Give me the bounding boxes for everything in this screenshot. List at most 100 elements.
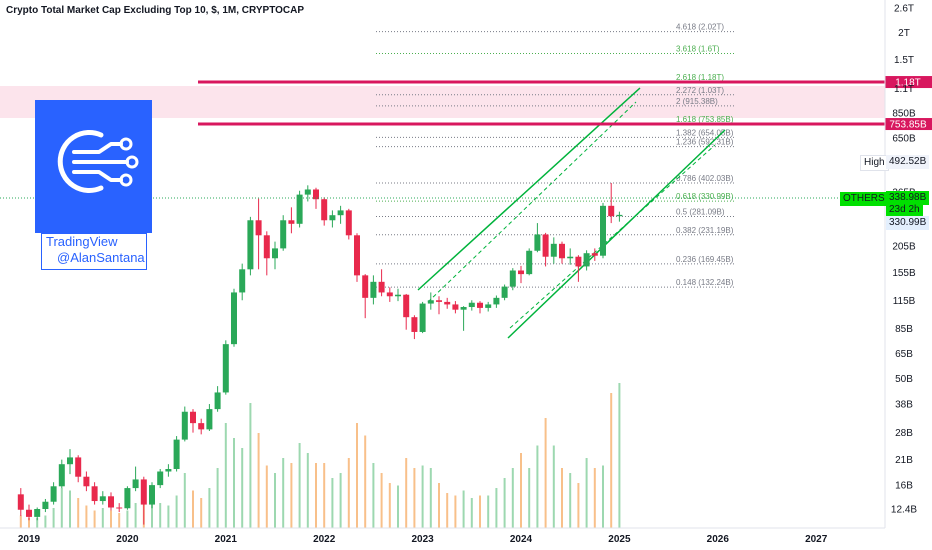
candle-body [17,494,24,510]
candle-body [345,210,352,236]
volume-bar [110,510,112,528]
candle-body [190,411,196,424]
volume-bar [93,510,96,528]
candle-body [550,243,557,257]
volume-bar [159,503,162,528]
volume-bar [60,488,63,528]
channel-midline [427,101,637,303]
volume-bar [487,495,490,528]
volume-bar [454,495,457,528]
candle-body [206,409,213,430]
channel-line [507,129,726,339]
volume-bar [290,463,293,528]
fib-label: 1.236 (592.31B) [676,138,734,147]
volume-bar [183,473,186,528]
candle-body [354,235,360,276]
volume-bar [438,483,440,528]
volume-bar [323,463,326,528]
watermark-logo [35,100,152,233]
tradingview-circuit-icon [57,130,139,193]
time-tick-label: 2021 [215,534,238,545]
price-tick-label: 38B [895,400,913,411]
volume-bar [569,473,572,528]
watermark-caption: TradingView @AlanSantana [41,233,147,270]
fib-label: 1.382 (654.05B) [676,128,734,137]
volume-bar [347,458,350,528]
price-tick-label: 50B [895,374,913,385]
candle-body [526,250,533,275]
candle-body [370,281,377,298]
candle-body [108,496,114,508]
price-channel [417,87,726,339]
fib-label: 0.5 (281.09B) [676,207,725,216]
resistance-tag-bg [885,118,932,131]
volume-bar [388,483,391,528]
candle-body [321,199,328,221]
volume-bar [618,383,621,528]
volume-bar [241,448,244,528]
fib-label: 2.272 (1.03T) [676,86,724,95]
watermark-line1: TradingView [46,234,118,249]
candle-body [26,509,32,517]
candle-body [173,439,180,470]
volume-bar [520,453,522,528]
volume-bars [19,383,621,528]
volume-bar [19,515,22,528]
candle-body [91,486,98,502]
volume-bar [421,465,424,528]
time-tick-label: 2020 [116,534,139,545]
time-tick-label: 2027 [805,534,828,545]
volume-bar [405,458,408,528]
fib-label: 3.618 (1.6T) [676,45,720,54]
volume-bar [446,493,449,528]
time-tick-label: 2019 [18,534,41,545]
resistance-tag-bg [885,76,932,89]
fib-label: 2 (915.38B) [676,97,718,106]
fib-label: 4.618 (2.02T) [676,23,724,32]
candle-body [542,234,549,257]
candle-body [42,501,49,509]
candle-body [477,302,483,308]
candle-body [518,270,524,275]
watermark-line2: @AlanSantana [57,250,145,265]
fib-label: 1.618 (753.85B) [676,115,734,124]
candle-body [395,294,401,297]
candle-body [591,253,598,256]
volume-bar [216,468,219,528]
volume-bar [315,463,317,528]
volume-bar [200,498,203,528]
volume-bar [249,403,252,528]
candle-body [403,294,410,318]
candle-body [337,210,344,216]
time-tick-label: 2022 [313,534,336,545]
candle-body [468,302,475,308]
volume-bar [298,443,301,528]
candle-body [272,248,278,259]
candles [17,182,623,525]
volume-bar [593,468,596,528]
volume-bar [77,498,80,528]
candle-body [75,457,82,477]
volume-bar [380,473,383,528]
candle-body [427,300,434,304]
fib-label: 0.786 (402.03B) [676,174,734,183]
candle-body [181,411,188,440]
candle-body [67,457,73,465]
volume-bar [274,473,276,528]
high-label: High [860,155,889,171]
price-tick-label: 650B [892,133,916,144]
candle-body [378,281,385,293]
candle-body [198,423,205,430]
candle-body [140,479,147,505]
candle-body [304,189,311,195]
volume-bar [257,433,260,528]
volume-bar [339,473,342,528]
volume-bar [552,445,555,528]
channel-line [417,87,641,291]
volume-bar [52,508,55,528]
volume-bar [331,478,334,528]
volume-bar [101,508,104,528]
candle-body [559,243,565,259]
